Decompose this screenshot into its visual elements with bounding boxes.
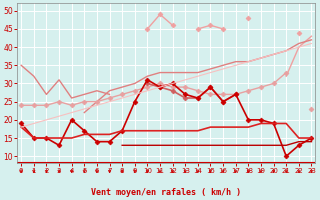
X-axis label: Vent moyen/en rafales ( km/h ): Vent moyen/en rafales ( km/h ) (91, 188, 241, 197)
